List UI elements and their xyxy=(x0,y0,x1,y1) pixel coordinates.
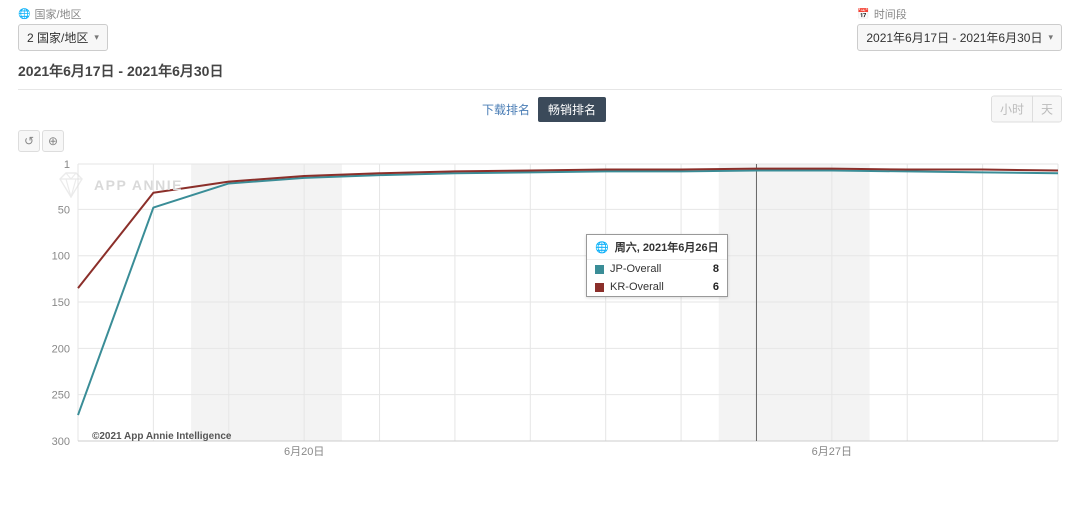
chart-tooltip: 🌐 周六, 2021年6月26日 JP-Overall 8 KR-Overall 6 xyxy=(586,234,728,297)
divider xyxy=(18,89,1062,90)
country-dropdown-value: 2 国家/地区 xyxy=(27,29,88,46)
chevron-down-icon: ▾ xyxy=(1048,32,1053,43)
time-label-text: 时间段 xyxy=(874,6,907,22)
tooltip-series-value: 6 xyxy=(713,281,719,293)
granularity-hour[interactable]: 小时 xyxy=(992,97,1032,122)
tooltip-series-value: 8 xyxy=(713,263,719,275)
zoom-button[interactable]: ⊕ xyxy=(42,130,64,152)
country-filter-label: 🌐 国家/地区 xyxy=(18,6,108,22)
chart-tools: ↺ ⊕ xyxy=(18,130,64,152)
tooltip-series-name: KR-Overall xyxy=(610,281,664,293)
globe-icon: 🌐 xyxy=(18,9,30,20)
globe-icon: 🌐 xyxy=(595,241,609,254)
svg-text:1: 1 xyxy=(64,159,70,171)
tooltip-header: 🌐 周六, 2021年6月26日 xyxy=(587,235,727,260)
tooltip-series-name: JP-Overall xyxy=(610,263,661,275)
time-dropdown-value: 2021年6月17日 - 2021年6月30日 xyxy=(866,29,1042,46)
svg-text:50: 50 xyxy=(58,204,70,216)
tab-grossing-rank[interactable]: 畅销排名 xyxy=(538,97,606,122)
time-filter-label: 📅 时间段 xyxy=(857,6,1062,22)
granularity-toggle: 小时 天 xyxy=(991,96,1062,123)
svg-text:150: 150 xyxy=(52,297,70,309)
calendar-icon: 📅 xyxy=(857,9,869,20)
rank-chart: APP ANNIE 1501001502002503006月20日6月27日 ©… xyxy=(18,156,1062,456)
svg-text:6月27日: 6月27日 xyxy=(812,446,852,456)
series-color-swatch xyxy=(595,265,604,274)
svg-text:300: 300 xyxy=(52,436,70,448)
tooltip-row: JP-Overall 8 xyxy=(587,260,727,278)
chart-svg: 1501001502002503006月20日6月27日 xyxy=(18,156,1062,456)
tab-download-rank[interactable]: 下载排名 xyxy=(474,97,538,122)
series-color-swatch xyxy=(595,283,604,292)
chevron-down-icon: ▾ xyxy=(94,32,99,43)
time-dropdown[interactable]: 2021年6月17日 - 2021年6月30日 ▾ xyxy=(857,24,1062,51)
tooltip-row: KR-Overall 6 xyxy=(587,278,727,296)
svg-text:100: 100 xyxy=(52,251,70,263)
time-filter: 📅 时间段 2021年6月17日 - 2021年6月30日 ▾ xyxy=(857,6,1062,51)
country-dropdown[interactable]: 2 国家/地区 ▾ xyxy=(18,24,108,51)
date-range-title: 2021年6月17日 - 2021年6月30日 xyxy=(0,51,1080,87)
country-filter: 🌐 国家/地区 2 国家/地区 ▾ xyxy=(18,6,108,51)
svg-text:200: 200 xyxy=(52,343,70,355)
svg-text:6月20日: 6月20日 xyxy=(284,446,324,456)
tooltip-date: 周六, 2021年6月26日 xyxy=(615,239,719,255)
svg-text:250: 250 xyxy=(52,390,70,402)
tabs-row: 下载排名 畅销排名 小时 天 ↺ ⊕ xyxy=(18,92,1062,126)
copyright: ©2021 App Annie Intelligence xyxy=(92,431,231,442)
reset-zoom-button[interactable]: ↺ xyxy=(18,130,40,152)
granularity-day[interactable]: 天 xyxy=(1032,97,1061,122)
filter-bar: 🌐 国家/地区 2 国家/地区 ▾ 📅 时间段 2021年6月17日 - 202… xyxy=(0,0,1080,51)
country-label-text: 国家/地区 xyxy=(34,6,81,22)
